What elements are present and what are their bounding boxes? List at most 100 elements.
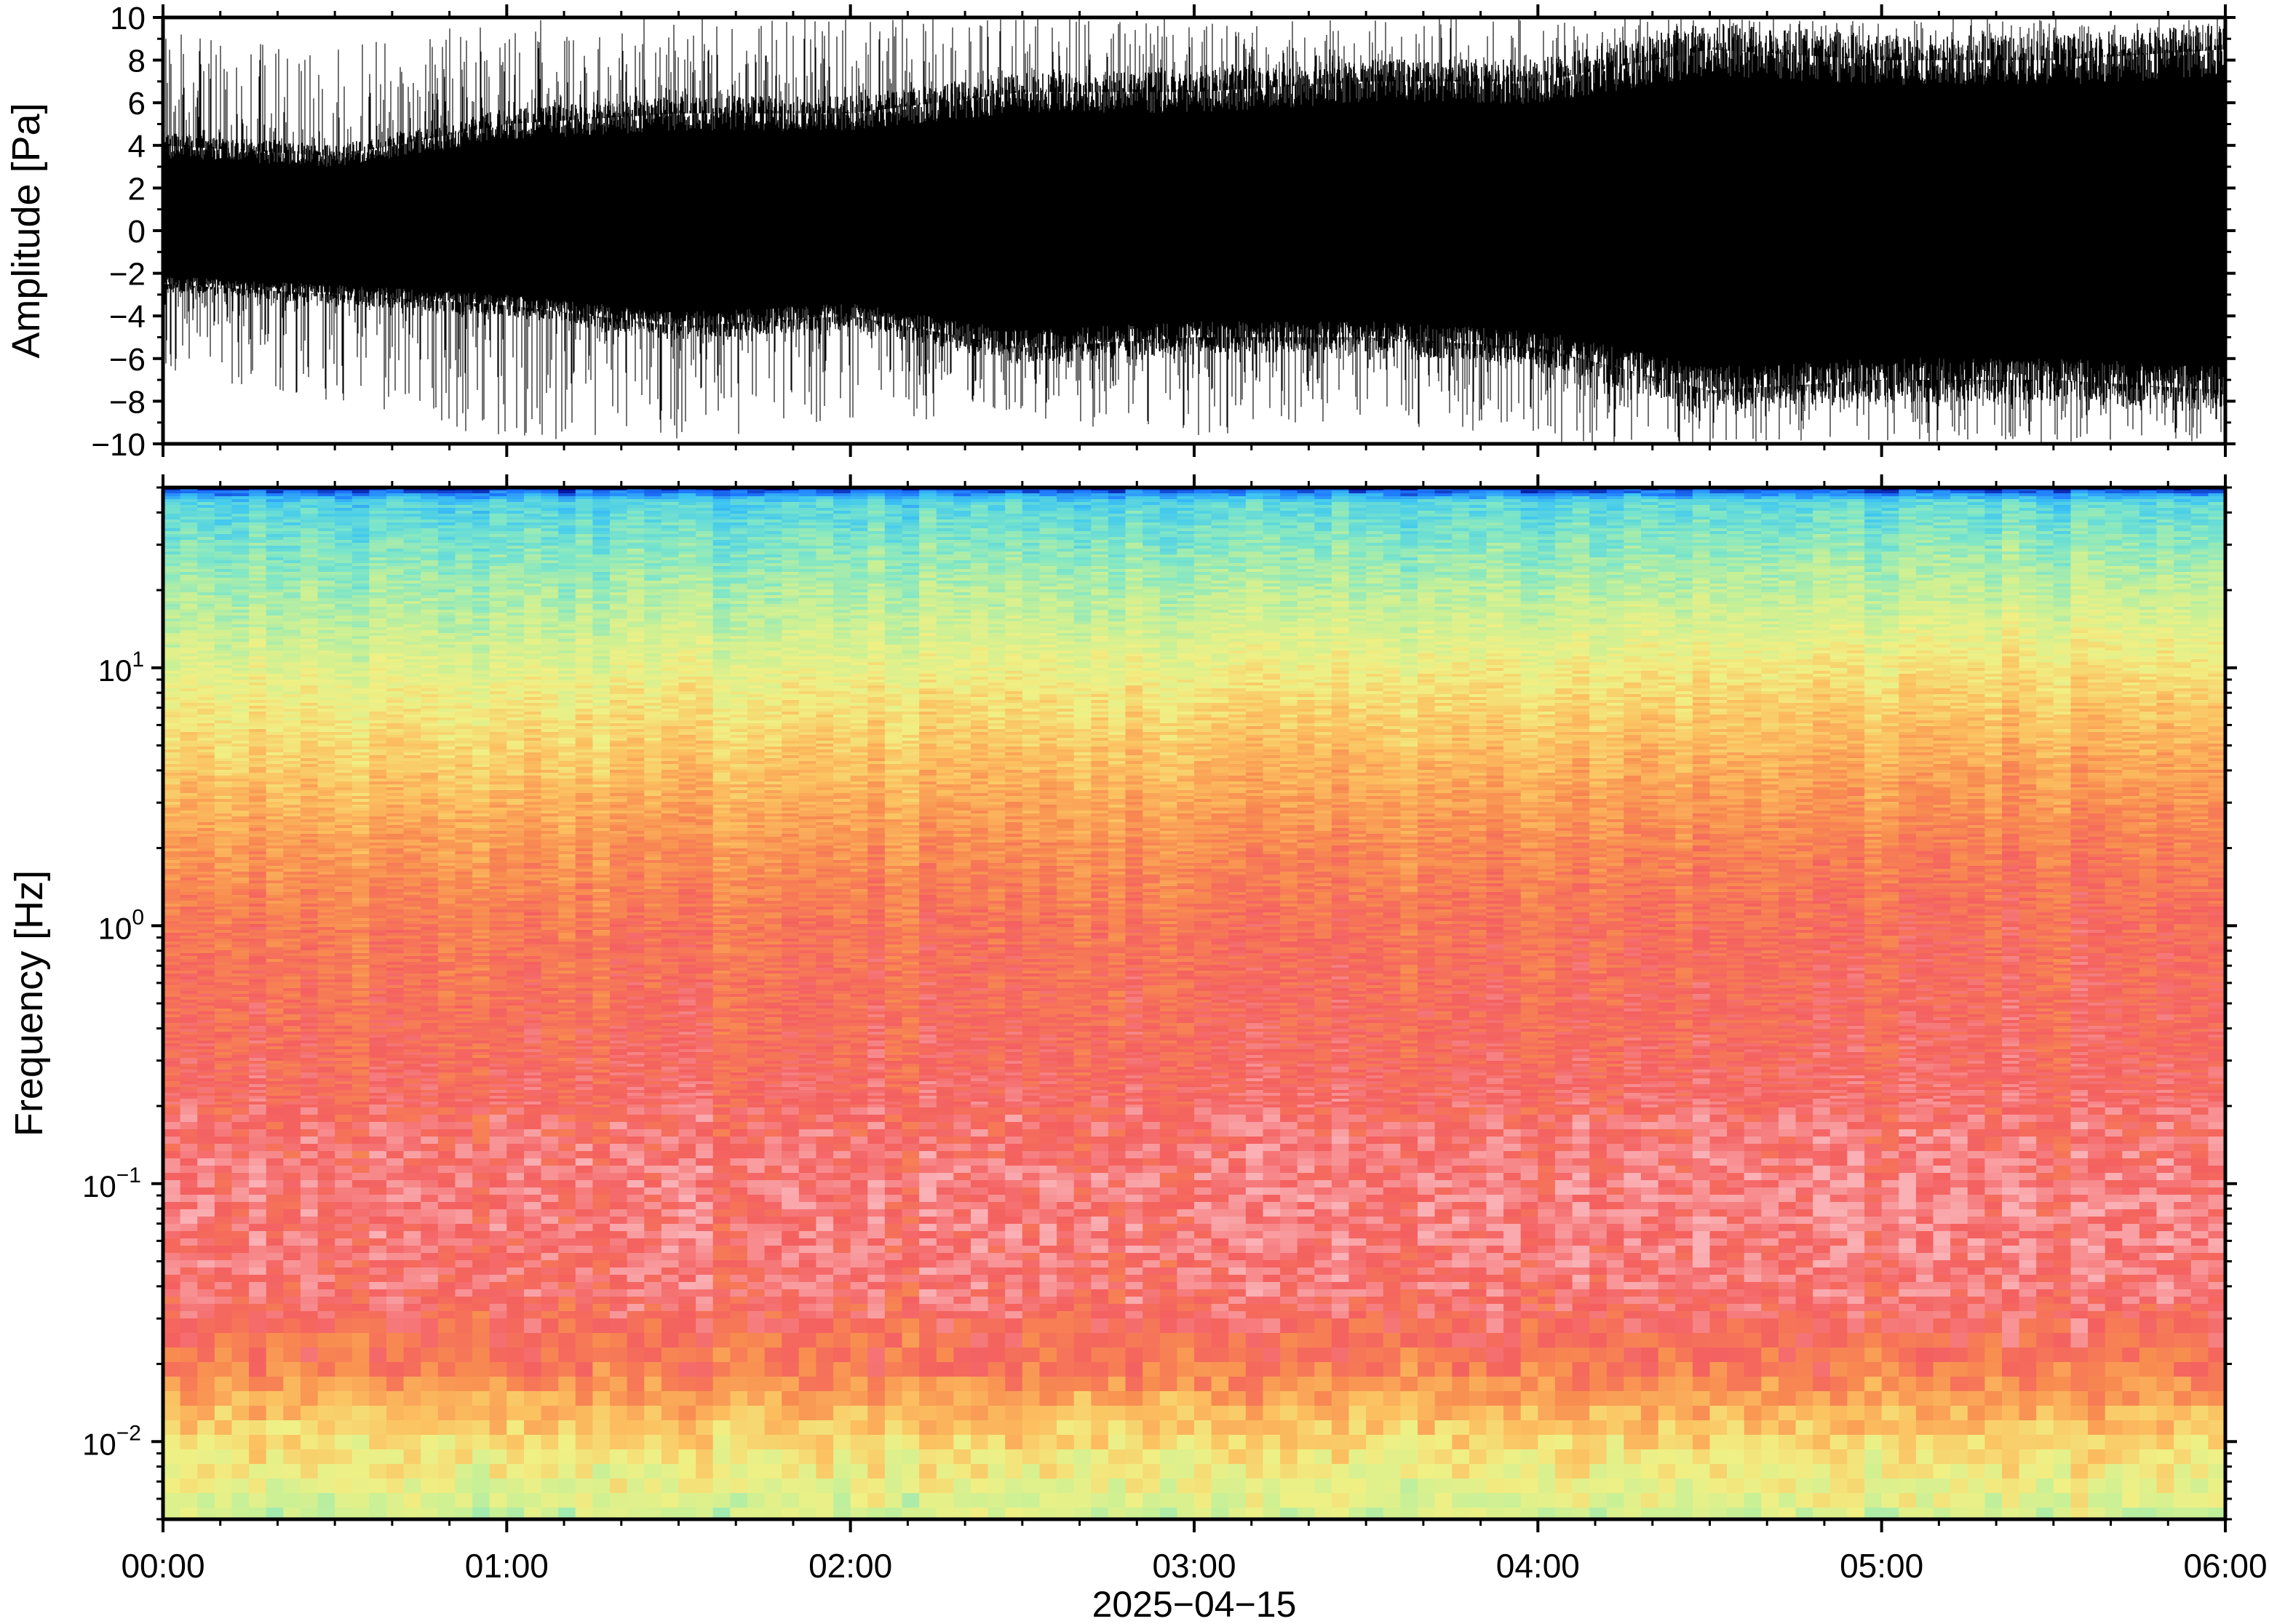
spectrogram-cell (351, 726, 370, 730)
spectrogram-cell (197, 749, 215, 753)
spectrogram-cell (455, 598, 473, 602)
spectrogram-cell (214, 1173, 233, 1181)
spectrogram-cell (386, 613, 405, 616)
spectrogram-cell (386, 592, 405, 596)
spectrogram-cell (266, 712, 285, 715)
spectrogram-cell (163, 738, 181, 741)
spectrogram-cell (163, 1311, 181, 1319)
spectrogram-cell (455, 563, 473, 567)
spectrogram-cell (386, 813, 405, 817)
spectrogram-cell (351, 697, 370, 701)
spectrogram-cell (386, 1377, 405, 1392)
spectrogram-cell (163, 1238, 181, 1246)
spectrogram-cell (437, 639, 456, 642)
spectrogram-cell (214, 784, 233, 788)
spectrogram-cell (317, 624, 335, 628)
spectrogram-cell (231, 1107, 250, 1115)
spectrogram-cell (197, 889, 215, 893)
spectrogram-cell (266, 988, 285, 992)
spectrogram-cell (300, 959, 319, 963)
spectrogram-cell (300, 496, 319, 500)
spectrogram-cell (249, 578, 267, 581)
spectrogram-cell (386, 557, 405, 561)
spectrogram-cell (317, 1104, 335, 1108)
spectrogram-cell (231, 1122, 250, 1130)
spectrogram-cell (472, 572, 490, 576)
spectrogram-cell (317, 1406, 335, 1421)
spectrogram-cell (369, 994, 387, 998)
spectrogram-cell (283, 1043, 301, 1047)
spectrogram-cell (163, 1061, 181, 1064)
spectrogram-cell (197, 1099, 215, 1102)
spectrogram-cell (300, 1449, 319, 1465)
spectrogram-cell (351, 779, 370, 782)
spectrogram-cell (197, 741, 215, 744)
spectrogram-cell (421, 1011, 439, 1015)
spectrogram-cell (317, 735, 335, 739)
spectrogram-cell (403, 1026, 421, 1030)
spectrogram-cell (283, 889, 301, 893)
spectrogram-cell (163, 613, 181, 616)
spectrogram-cell (249, 715, 267, 718)
spectrogram-cell (231, 1231, 250, 1239)
spectrogram-cell (317, 554, 335, 558)
spectrogram-cell (455, 1087, 473, 1091)
spectrogram-cell (351, 834, 370, 837)
spectrogram-cell (214, 1084, 233, 1088)
spectrogram-cell (163, 1003, 181, 1006)
spectrogram-cell (249, 490, 267, 494)
spectrogram-cell (317, 1052, 335, 1056)
spectrogram-cell (266, 552, 285, 555)
spectrogram-cell (266, 898, 285, 901)
spectrogram-cell (455, 991, 473, 995)
spectrogram-cell (455, 799, 473, 803)
spectrogram-cell (283, 1420, 301, 1436)
spectrogram-cell (300, 653, 319, 657)
spectrogram-cell (351, 828, 370, 832)
spectrogram-cell (403, 1008, 421, 1012)
spectrogram-cell (317, 828, 335, 832)
spectrogram-cell (214, 511, 233, 514)
spectrogram-cell (214, 493, 233, 497)
spectrogram-cell (317, 546, 335, 549)
spectrogram-cell (421, 604, 439, 608)
spectrogram-cell (455, 1180, 473, 1188)
spectrogram-cell (317, 1246, 335, 1254)
spectrogram-cell (163, 770, 181, 773)
spectrogram-cell (335, 799, 353, 803)
spectrogram-cell (300, 779, 319, 782)
spectrogram-cell (403, 511, 421, 514)
spectrogram-cell (214, 1058, 233, 1062)
spectrogram-cell (335, 1173, 353, 1181)
spectrogram-cell (249, 1049, 267, 1053)
spectrogram-cell (163, 1072, 181, 1076)
spectrogram-cell (351, 621, 370, 625)
spectrogram-cell (351, 1377, 370, 1392)
spectrogram-cell (266, 665, 285, 669)
spectrogram-cell (317, 601, 335, 605)
spectrogram-cell (266, 901, 285, 904)
spectrogram-cell (180, 688, 198, 692)
spectrogram-cell (421, 939, 439, 942)
spectrogram-cell (231, 1093, 250, 1096)
spectrogram-cell (437, 991, 456, 995)
spectrogram-cell (214, 752, 233, 756)
spectrogram-cell (300, 1478, 319, 1494)
spectrogram-cell (231, 688, 250, 692)
spectrogram-cell (283, 1217, 301, 1225)
spectrogram-cell (249, 1035, 267, 1038)
spectrogram-cell (266, 575, 285, 578)
spectrogram-cell (472, 909, 490, 913)
spectrogram-cell (163, 1275, 181, 1283)
spectrogram-cell (335, 630, 353, 634)
spectrogram-cell (403, 715, 421, 718)
spectrogram-cell (455, 1260, 473, 1268)
spectrogram-cell (335, 715, 353, 718)
spectrogram-cell (421, 1014, 439, 1018)
spectrogram-cell (472, 575, 490, 578)
spectrogram-cell (300, 1122, 319, 1130)
spectrogram-cell (283, 715, 301, 718)
spectrogram-cell (472, 796, 490, 800)
spectrogram-cell (437, 607, 456, 610)
